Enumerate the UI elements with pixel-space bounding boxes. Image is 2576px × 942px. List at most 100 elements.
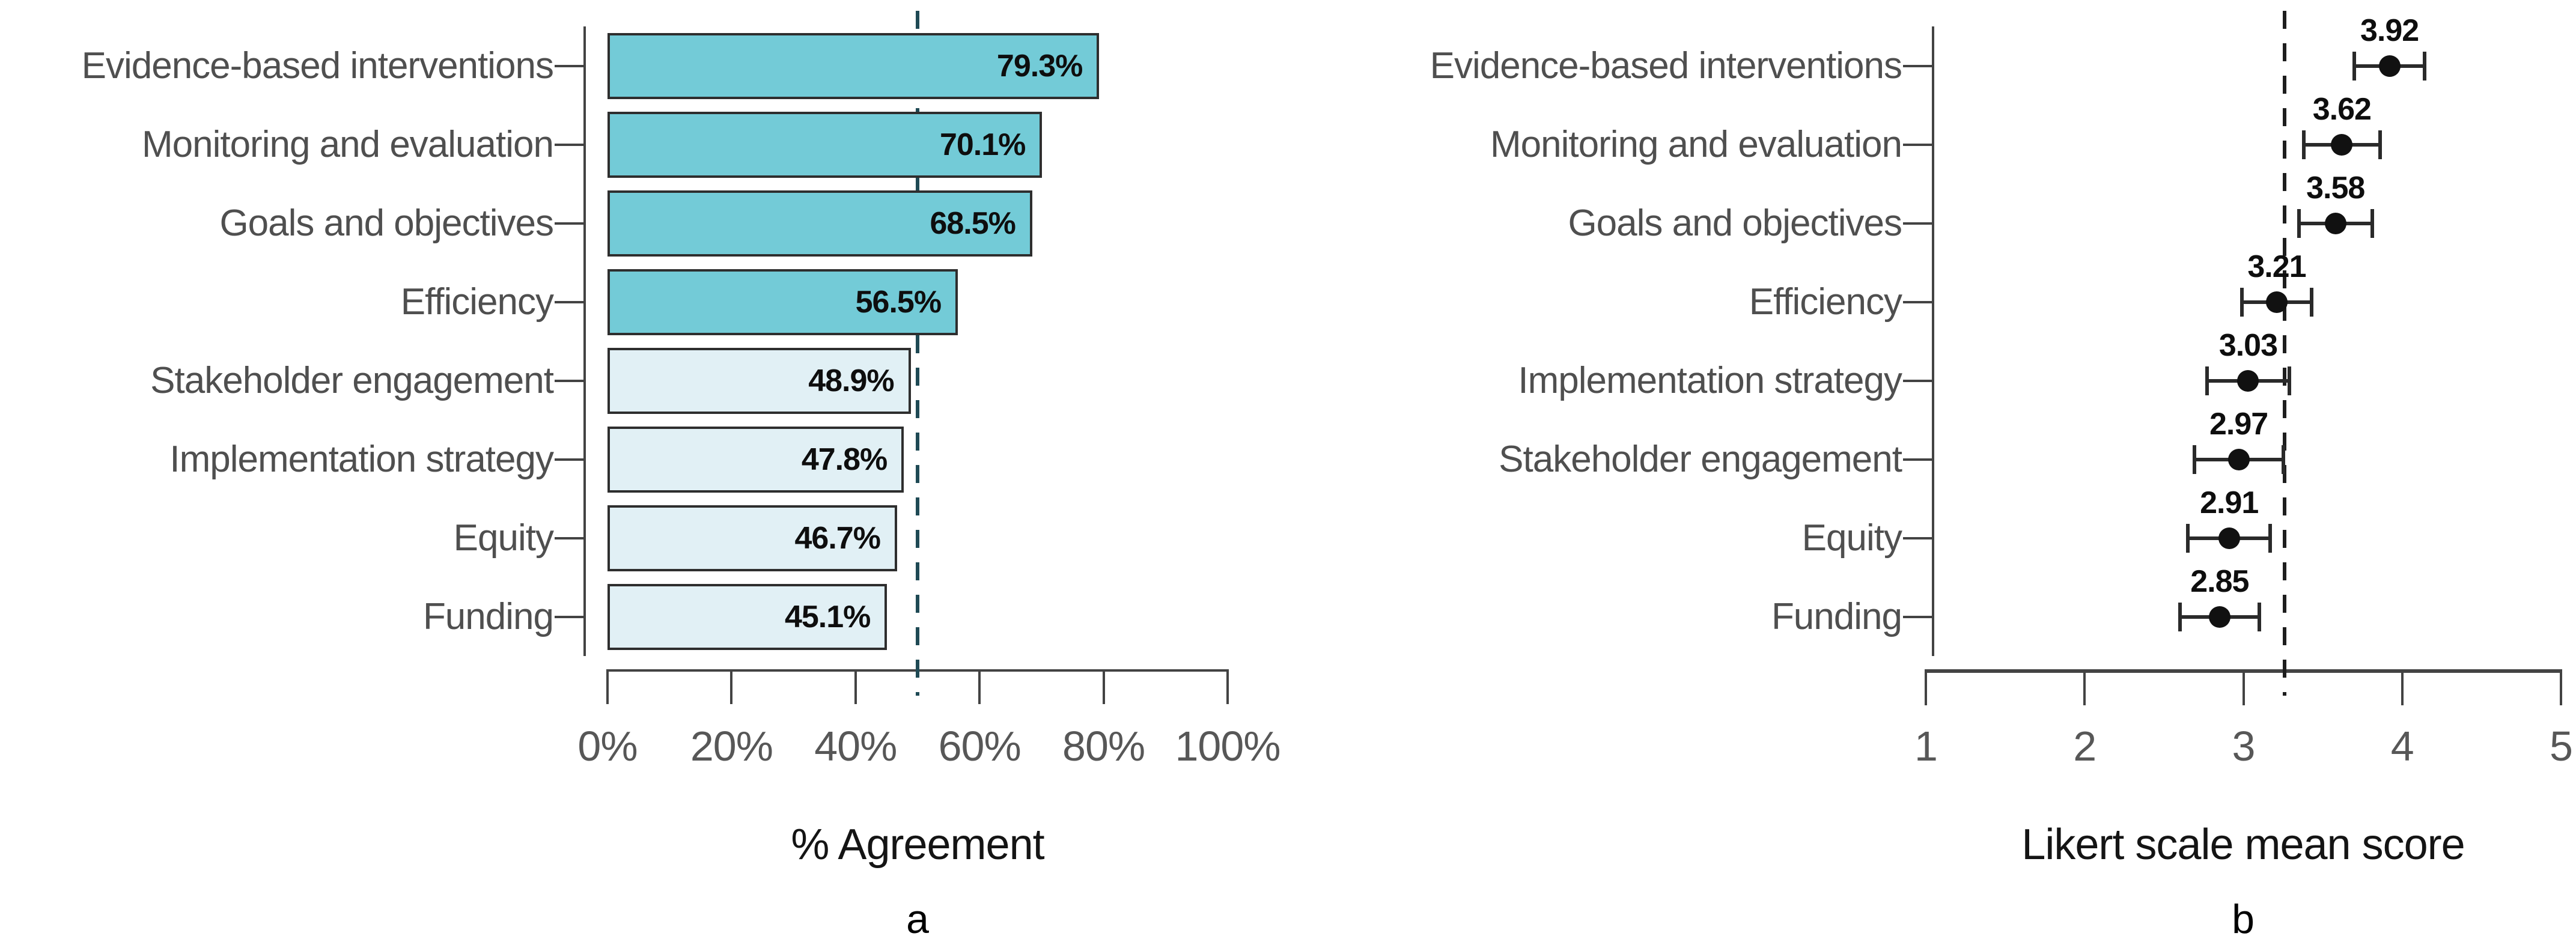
panel-letter-a: a <box>906 896 929 942</box>
category-label: Efficiency <box>400 281 554 323</box>
bar <box>607 426 904 493</box>
x-tick-label: 0% <box>577 723 638 770</box>
category-tick <box>1903 64 1933 67</box>
x-axis-tick <box>1925 673 1927 705</box>
mean-value-label: 3.58 <box>2306 170 2365 205</box>
category-tick <box>1903 143 1933 146</box>
category-label: Funding <box>422 595 554 637</box>
x-tick-label: 60% <box>938 723 1022 770</box>
error-bar-cap-right <box>2422 51 2426 81</box>
x-axis-tick <box>606 672 609 704</box>
error-bar-cap-left <box>2240 287 2244 317</box>
y-axis-spine <box>583 26 586 656</box>
mean-value-label: 3.03 <box>2218 327 2278 363</box>
category-label: Monitoring and evaluation <box>141 123 554 165</box>
mean-dot <box>2227 448 2250 470</box>
x-tick-label: 40% <box>814 723 897 770</box>
error-bar-cap-left <box>2205 366 2209 395</box>
bar <box>607 111 1043 178</box>
category-tick <box>555 300 585 303</box>
mean-value-label: 3.21 <box>2247 249 2306 284</box>
mean-dot <box>2331 133 2353 156</box>
category-label: Goals and objectives <box>219 202 554 244</box>
category-label: Stakeholder engagement <box>150 359 554 401</box>
category-tick <box>555 615 585 618</box>
category-label: Implementation strategy <box>1518 359 1902 401</box>
x-axis-tick <box>1102 672 1105 704</box>
category-label: Equity <box>1801 517 1902 559</box>
category-label: Efficiency <box>1749 281 1902 323</box>
error-bar-cap-right <box>2288 366 2292 395</box>
bar <box>607 347 911 414</box>
mean-dot <box>2208 606 2230 628</box>
category-tick <box>555 222 585 225</box>
bar-value-label: 68.5% <box>930 205 1015 241</box>
bar <box>607 505 897 571</box>
mean-dot <box>2378 55 2401 77</box>
x-tick-label: 3 <box>2232 723 2256 770</box>
mean-value-label: 2.85 <box>2190 564 2249 599</box>
category-tick <box>555 379 585 382</box>
error-bar-cap-left <box>2297 208 2301 238</box>
x-tick-label: 5 <box>2550 723 2573 770</box>
x-axis-title-b: Likert scale mean score <box>2021 821 2465 869</box>
mean-value-label: 3.62 <box>2312 91 2372 127</box>
bar-value-label: 48.9% <box>808 363 894 398</box>
bar <box>607 583 888 650</box>
x-axis-tick <box>2083 673 2086 705</box>
error-bar-cap-right <box>2310 287 2314 317</box>
category-label: Stakeholder engagement <box>1499 438 1902 480</box>
error-bar-cap-right <box>2257 602 2261 631</box>
mean-dot <box>2265 291 2288 313</box>
error-bar-cap-left <box>2186 523 2190 553</box>
error-bar-cap-right <box>2378 130 2382 159</box>
bar-value-label: 79.3% <box>996 48 1083 84</box>
error-bar-cap-right <box>2370 208 2374 238</box>
y-axis-spine <box>1932 26 1934 656</box>
mean-value-label: 2.97 <box>2209 406 2268 442</box>
category-tick <box>1903 300 1933 303</box>
x-tick-label: 80% <box>1062 723 1145 770</box>
category-tick <box>1903 222 1933 225</box>
bar <box>607 190 1032 257</box>
x-axis-tick <box>730 672 733 704</box>
x-axis-title-a: % Agreement <box>791 821 1044 869</box>
category-label: Equity <box>453 517 554 559</box>
bar <box>607 269 958 335</box>
x-axis-tick <box>2242 673 2245 705</box>
bar-value-label: 56.5% <box>855 284 942 320</box>
category-label: Evidence-based interventions <box>1430 44 1902 87</box>
category-label: Funding <box>1771 595 1902 637</box>
category-label: Goals and objectives <box>1568 202 1902 244</box>
category-tick <box>1903 615 1933 618</box>
mean-value-label: 3.92 <box>2360 13 2419 48</box>
category-tick <box>1903 458 1933 461</box>
category-tick <box>555 143 585 146</box>
x-axis-tick <box>1226 672 1229 704</box>
x-tick-label: 2 <box>2073 723 2096 770</box>
panel-letter-b: b <box>2232 896 2255 942</box>
x-tick-label: 20% <box>690 723 773 770</box>
x-axis-tick <box>2560 673 2562 705</box>
error-bar-cap-left <box>2352 51 2357 81</box>
bar-value-label: 70.1% <box>939 127 1026 162</box>
error-bar-cap-right <box>2281 445 2285 474</box>
error-bar-cap-left <box>2301 130 2306 159</box>
x-tick-label: 1 <box>1914 723 1938 770</box>
error-bar-cap-left <box>2178 602 2182 631</box>
mean-dot <box>2237 369 2259 392</box>
bar-value-label: 47.8% <box>801 442 888 477</box>
bar <box>607 32 1100 99</box>
bar-value-label: 45.1% <box>784 599 871 634</box>
category-label: Implementation strategy <box>169 438 554 480</box>
x-axis-tick <box>2401 673 2404 705</box>
x-axis-tick <box>978 672 981 704</box>
category-tick <box>1903 536 1933 539</box>
category-tick <box>555 536 585 539</box>
reference-dashed-line <box>2283 11 2287 696</box>
x-axis-line <box>1925 669 2562 673</box>
mean-dot <box>2324 212 2346 234</box>
